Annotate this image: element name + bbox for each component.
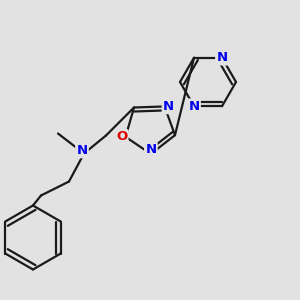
Text: N: N — [163, 100, 174, 113]
Text: N: N — [76, 144, 88, 157]
Text: N: N — [188, 100, 200, 113]
Text: O: O — [116, 130, 127, 143]
Text: N: N — [216, 51, 228, 64]
Text: N: N — [145, 143, 157, 157]
